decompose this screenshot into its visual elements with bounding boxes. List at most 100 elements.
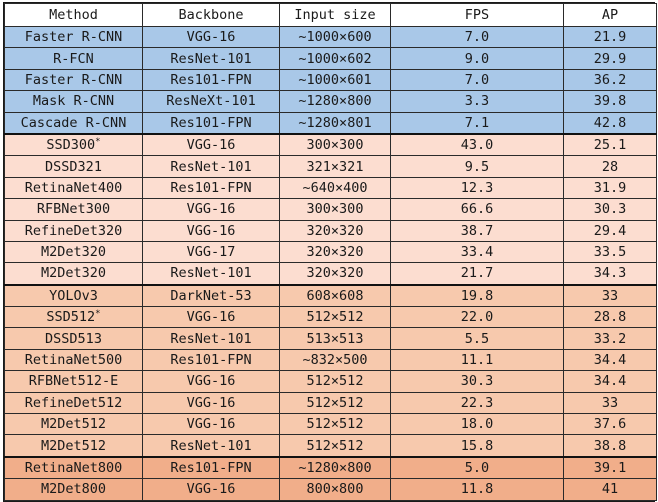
cell-fps: 9.0 (390, 47, 564, 70)
cell-ap: 21.9 (563, 25, 657, 49)
cell-input-size: ~1000×602 (279, 47, 391, 70)
cell-input-size: 512×512 (279, 413, 391, 436)
table-body: Faster R-CNN VGG-16 ~1000×600 7.0 21.9 R-FCN R… (4, 25, 657, 501)
cell-fps: 18.0 (390, 413, 564, 436)
cell-backbone: VGG-16 (142, 413, 280, 436)
cell-method: SSD300* (4, 132, 143, 157)
cell-ap: 36.2 (563, 68, 657, 92)
comparison-table-frame: Method Backbone Input size FPS AP Faster… (3, 2, 657, 502)
cell-input-size: 300×300 (279, 132, 391, 157)
cell-fps: 19.8 (390, 283, 564, 308)
cell-fps: 43.0 (390, 132, 564, 157)
cell-backbone: DarkNet-53 (142, 283, 280, 308)
cell-fps: 66.6 (390, 198, 564, 221)
method-name: DSSD513 (45, 330, 102, 347)
cell-input-size: 512×512 (279, 391, 391, 415)
cell-ap: 28 (563, 155, 657, 178)
cell-fps: 21.7 (390, 262, 564, 286)
cell-ap: 39.8 (563, 90, 657, 113)
method-name: R-FCN (53, 50, 94, 67)
cell-method: DSSD321 (4, 155, 143, 178)
cell-input-size: ~832×500 (279, 348, 391, 372)
cell-backbone: VGG-16 (142, 306, 280, 329)
method-footnote-mark: * (95, 309, 101, 320)
method-name: Mask R-CNN (32, 93, 115, 110)
cell-method: YOLOv3 (4, 283, 143, 308)
cell-input-size: 512×512 (279, 306, 391, 329)
table-row: M2Det320 ResNet-101 320×320 21.7 34.3 (4, 262, 657, 286)
cell-fps: 7.0 (390, 25, 564, 49)
cell-backbone: VGG-16 (142, 391, 280, 415)
table-row: Faster R-CNN VGG-16 ~1000×600 7.0 21.9 (4, 25, 657, 49)
cell-ap: 34.3 (563, 262, 657, 286)
method-name: SSD512 (46, 309, 96, 326)
cell-fps: 11.1 (390, 348, 564, 372)
cell-fps: 22.0 (390, 306, 564, 329)
cell-method: RFBNet300 (4, 198, 143, 221)
cell-method: RetinaNet400 (4, 176, 143, 200)
cell-method: RefineDet512 (4, 391, 143, 415)
cell-ap: 31.9 (563, 176, 657, 200)
cell-method: SSD512* (4, 306, 143, 329)
table-row: SSD512* VGG-16 512×512 22.0 28.8 (4, 306, 657, 329)
method-name: Cascade R-CNN (20, 114, 127, 131)
cell-backbone: ResNet-101 (142, 262, 280, 286)
cell-method: DSSD513 (4, 327, 143, 350)
cell-ap: 39.1 (563, 455, 657, 480)
cell-fps: 7.1 (390, 111, 564, 135)
cell-backbone: VGG-16 (142, 25, 280, 49)
table-row: M2Det512 VGG-16 512×512 18.0 37.6 (4, 413, 657, 436)
cell-input-size: ~1280×800 (279, 90, 391, 113)
cell-fps: 7.0 (390, 68, 564, 92)
cell-method: Faster R-CNN (4, 68, 143, 92)
cell-backbone: VGG-16 (142, 198, 280, 221)
table-row: RefineDet512 VGG-16 512×512 22.3 33 (4, 391, 657, 415)
cell-fps: 33.4 (390, 240, 564, 264)
cell-fps: 38.7 (390, 219, 564, 242)
method-name: M2Det512 (40, 437, 107, 454)
method-name: RefineDet320 (24, 222, 123, 239)
cell-method: RetinaNet500 (4, 348, 143, 372)
cell-input-size: 320×320 (279, 262, 391, 286)
cell-input-size: 513×513 (279, 327, 391, 350)
cell-ap: 34.4 (563, 348, 657, 372)
cell-backbone: Res101-FPN (142, 68, 280, 92)
cell-ap: 25.1 (563, 132, 657, 157)
method-name: RetinaNet800 (24, 460, 123, 476)
cell-input-size: 512×512 (279, 434, 391, 458)
method-name: DSSD321 (45, 158, 102, 175)
cell-input-size: ~1000×601 (279, 68, 391, 92)
cell-input-size: ~1000×600 (279, 25, 391, 49)
cell-backbone: ResNet-101 (142, 47, 280, 70)
method-name: YOLOv3 (49, 287, 98, 304)
cell-fps: 12.3 (390, 176, 564, 200)
method-name: RetinaNet500 (24, 352, 123, 369)
table-row: RetinaNet800 Res101-FPN ~1280×800 5.0 39.1 (4, 455, 657, 480)
table-row: RFBNet300 VGG-16 300×300 66.6 30.3 (4, 198, 657, 221)
cell-backbone: VGG-17 (142, 240, 280, 264)
cell-input-size: 300×300 (279, 198, 391, 221)
cell-backbone: VGG-16 (142, 219, 280, 242)
cell-ap: 33.2 (563, 327, 657, 350)
cell-backbone: Res101-FPN (142, 455, 280, 480)
table-row: DSSD321 ResNet-101 321×321 9.5 28 (4, 155, 657, 178)
table-row: RetinaNet400 Res101-FPN ~640×400 12.3 31.9 (4, 176, 657, 200)
cell-input-size: 512×512 (279, 370, 391, 393)
cell-backbone: ResNeXt-101 (142, 90, 280, 113)
table-row: RFBNet512-E VGG-16 512×512 30.3 34.4 (4, 370, 657, 393)
method-name: RefineDet512 (24, 394, 123, 411)
cell-method: Mask R-CNN (4, 90, 143, 113)
cell-input-size: ~640×400 (279, 176, 391, 200)
cell-backbone: Res101-FPN (142, 111, 280, 135)
cell-method: RFBNet512-E (4, 370, 143, 393)
table-row: M2Det320 VGG-17 320×320 33.4 33.5 (4, 240, 657, 264)
cell-fps: 5.5 (390, 327, 564, 350)
cell-input-size: 320×320 (279, 240, 391, 264)
header-input-size: Input size (279, 3, 391, 27)
cell-input-size: 608×608 (279, 283, 391, 308)
header-method: Method (4, 3, 143, 27)
method-name: Faster R-CNN (24, 29, 123, 46)
cell-backbone: ResNet-101 (142, 327, 280, 350)
cell-ap: 33.5 (563, 240, 657, 264)
cell-fps: 22.3 (390, 391, 564, 415)
